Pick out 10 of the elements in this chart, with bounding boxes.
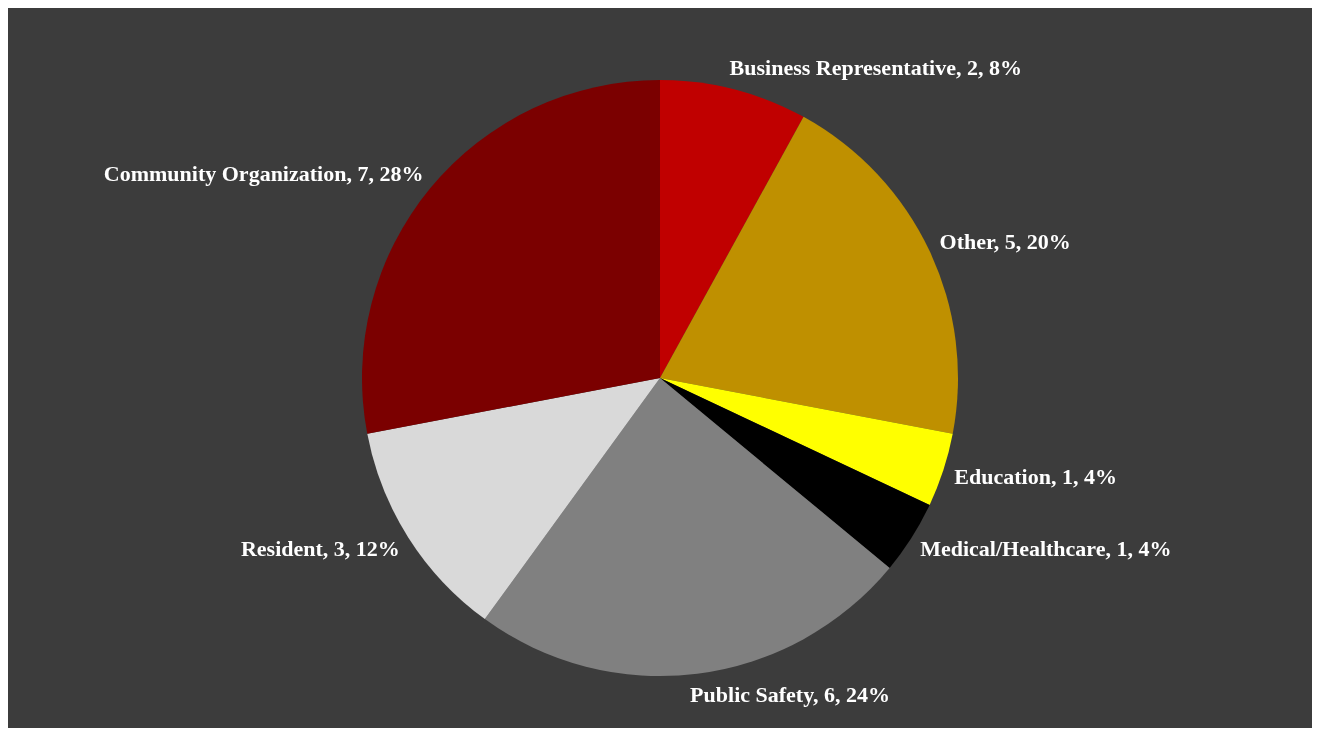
slice-label: Education, 1, 4% bbox=[954, 463, 1117, 489]
slice-label: Community Organization, 7, 28% bbox=[103, 161, 424, 187]
pie-slice bbox=[660, 378, 953, 505]
slice-label: Resident, 3, 12% bbox=[240, 536, 400, 562]
pie-slice bbox=[660, 80, 804, 378]
pie-slice bbox=[484, 378, 890, 676]
slice-label: Medical/Healthcare, 1, 4% bbox=[920, 536, 1172, 562]
slice-label: Other, 5, 20% bbox=[939, 228, 1071, 254]
slice-label: Public Safety, 6, 24% bbox=[690, 682, 890, 708]
slice-label: Business Representative, 2, 8% bbox=[729, 55, 1022, 81]
